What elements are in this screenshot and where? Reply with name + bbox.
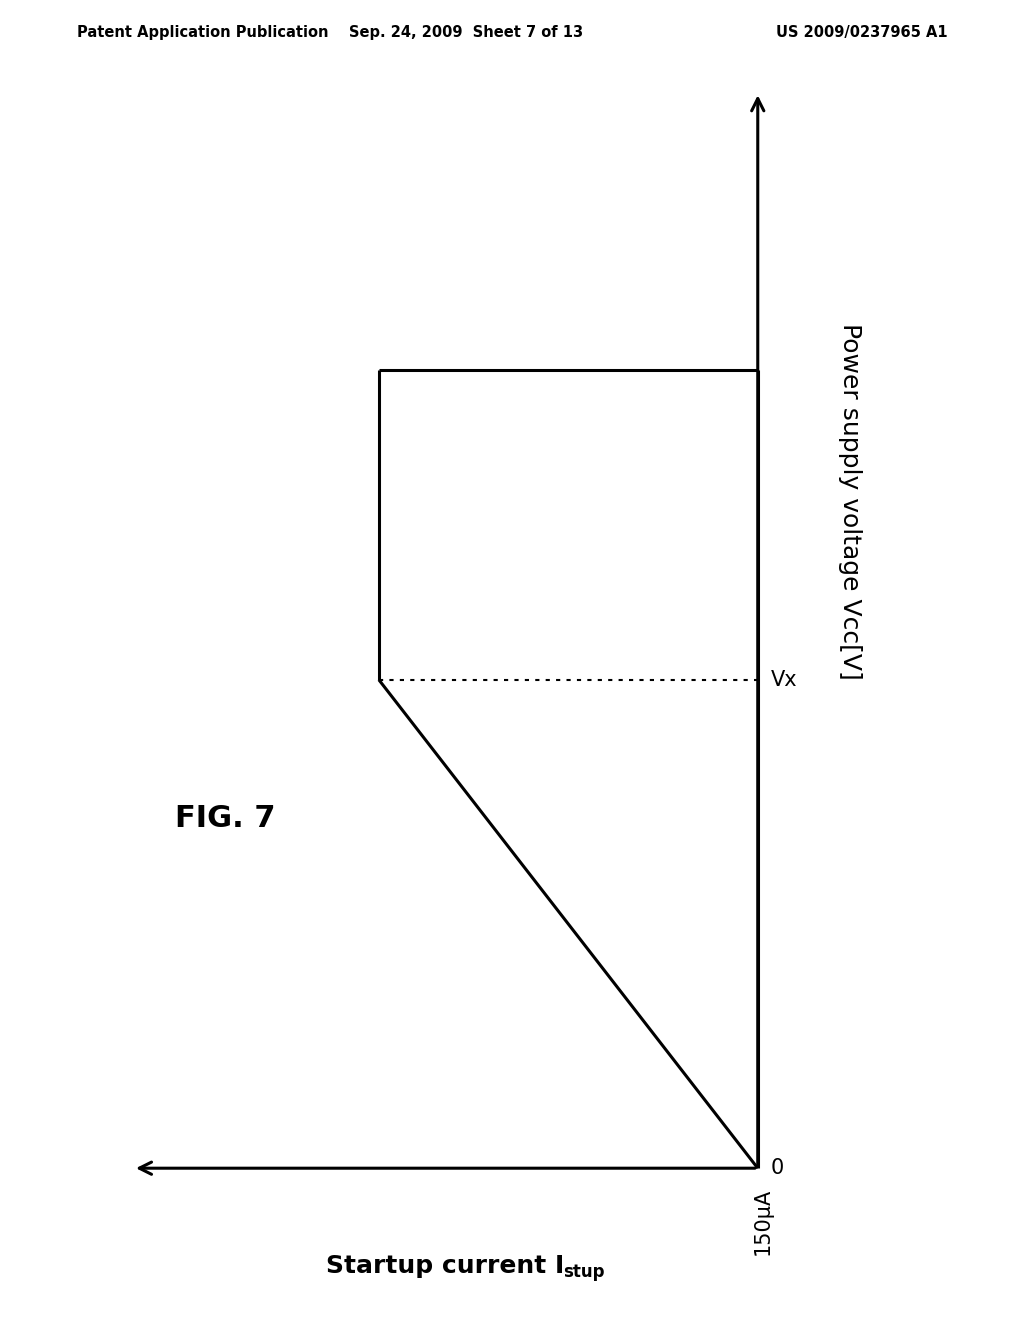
Text: FIG. 7: FIG. 7 (175, 804, 275, 833)
Text: US 2009/0237965 A1: US 2009/0237965 A1 (775, 25, 947, 40)
Text: stup: stup (563, 1263, 605, 1282)
Text: Startup current I: Startup current I (327, 1254, 564, 1278)
Text: Power supply voltage Vcc[V]: Power supply voltage Vcc[V] (838, 323, 862, 680)
Text: 0: 0 (771, 1158, 784, 1179)
Text: Patent Application Publication: Patent Application Publication (77, 25, 329, 40)
Text: Vx: Vx (771, 669, 798, 690)
Text: Sep. 24, 2009  Sheet 7 of 13: Sep. 24, 2009 Sheet 7 of 13 (349, 25, 583, 40)
Text: 150μA: 150μA (753, 1188, 773, 1255)
